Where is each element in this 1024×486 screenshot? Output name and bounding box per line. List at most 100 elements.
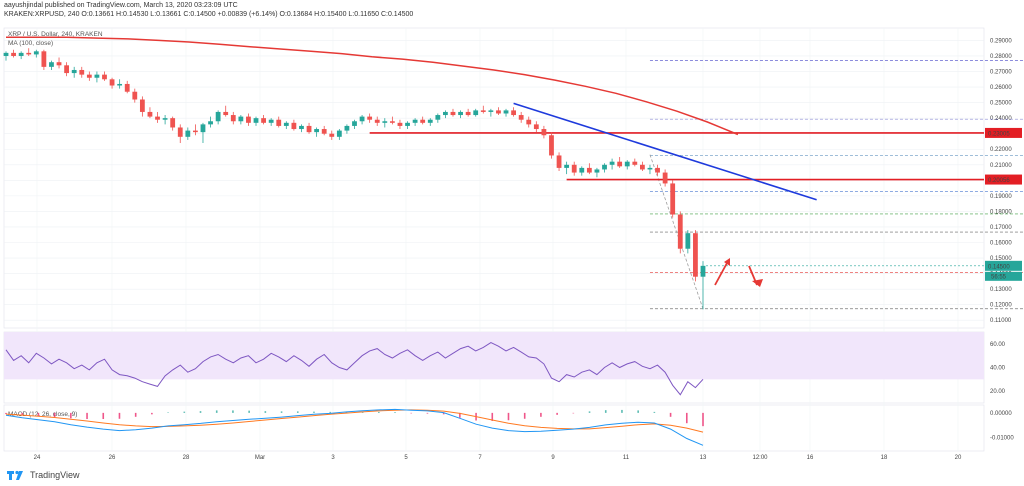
macd-histogram-bar <box>102 412 105 420</box>
candle-body <box>185 130 191 137</box>
candle-body <box>49 62 54 67</box>
candle-body <box>382 121 388 123</box>
candle-body <box>397 122 403 126</box>
candle-body <box>268 119 274 123</box>
current-price-label: 0.14500 <box>988 264 1010 270</box>
time-tick-label: 20 <box>955 455 962 461</box>
candle-body <box>685 233 691 249</box>
time-tick-label: Mar <box>255 455 265 461</box>
macd-histogram-bar <box>53 412 56 418</box>
candle-body <box>639 164 645 170</box>
price-tick-label: 0.13000 <box>990 287 1012 293</box>
macd-histogram-bar <box>459 412 461 418</box>
candle-body <box>473 110 479 116</box>
candle-body <box>465 111 471 116</box>
candle-body <box>533 124 539 130</box>
candle-body <box>443 111 448 116</box>
time-tick-label: 18 <box>881 455 888 461</box>
candle-body <box>374 119 380 123</box>
price-tick-label: 0.12000 <box>990 303 1012 309</box>
current-price-tag <box>985 260 1022 271</box>
candle-body <box>655 167 660 173</box>
candle-body <box>132 91 138 100</box>
candle-body <box>193 130 198 133</box>
candle-body <box>624 161 630 167</box>
candle-body <box>117 83 123 86</box>
level-price-label: 0.20056 <box>988 178 1010 184</box>
macd-histogram-bar <box>199 411 202 413</box>
macd-histogram-bar <box>21 412 24 416</box>
candle-body <box>261 118 266 123</box>
candle-body <box>427 119 433 123</box>
macd-histogram-bar <box>491 412 494 421</box>
macd-tick-label: 0.00000 <box>990 411 1012 417</box>
price-tick-label: 0.11000 <box>990 318 1012 324</box>
macd-histogram-bar <box>523 412 526 419</box>
candle-body <box>314 129 320 133</box>
macd-signal-line <box>5 409 704 433</box>
candle-body <box>549 135 554 156</box>
macd-histogram-bar <box>215 410 218 413</box>
price-tick-label: 0.19000 <box>990 194 1012 200</box>
candle-body <box>223 111 229 116</box>
candle-body <box>102 74 107 80</box>
rsi-tick-label: 40.00 <box>990 366 1006 372</box>
macd-histogram-bar <box>572 412 575 414</box>
candle-body <box>306 125 312 133</box>
rsi-line <box>5 342 704 396</box>
macd-histogram-bar <box>540 412 542 417</box>
candle-body <box>238 116 244 122</box>
candle-body <box>670 183 676 215</box>
candle-body <box>420 119 426 123</box>
candle-body <box>147 111 153 117</box>
time-tick-label: 7 <box>478 455 482 461</box>
macd-line <box>5 408 704 446</box>
macd-histogram-bar <box>183 411 186 413</box>
level-price-label: 0.23005 <box>988 131 1010 137</box>
macd-histogram-bar <box>280 411 283 413</box>
time-tick-label: 26 <box>109 455 116 461</box>
projection-up-arrow <box>714 262 728 286</box>
candle-body <box>359 116 365 122</box>
candle-body <box>64 65 70 74</box>
time-tick-label: 3 <box>331 455 335 461</box>
chart-legend-title: XRP / U.S. Dollar, 240, KRAKEN <box>8 31 103 38</box>
rsi-band <box>4 332 984 380</box>
rsi-tick-label: 20.00 <box>990 389 1006 395</box>
candle-body <box>662 172 668 184</box>
macd-histogram-bar <box>556 412 558 415</box>
macd-histogram-bar <box>151 412 153 415</box>
candle-body <box>276 119 282 126</box>
price-tick-label: 0.18000 <box>990 209 1012 215</box>
candle-body <box>412 119 418 123</box>
time-tick-label: 16 <box>807 455 814 461</box>
symbol-ohlc-line: KRAKEN:XRPUSD, 240 O:0.13661 H:0.14530 L… <box>4 11 414 18</box>
price-tick-label: 0.28000 <box>990 54 1012 60</box>
candle-body <box>450 111 456 116</box>
candle-body <box>283 122 289 126</box>
candle-body <box>579 167 585 173</box>
candle-body <box>352 121 357 126</box>
candle-body <box>617 161 623 167</box>
time-tick-label: 12:00 <box>752 455 768 461</box>
candle-body <box>389 121 395 123</box>
macd-histogram-bar <box>621 409 623 413</box>
candle-body <box>321 129 327 134</box>
macd-histogram-bar <box>86 412 88 420</box>
macd-histogram-bar <box>232 410 234 413</box>
countdown-tag <box>985 271 1022 281</box>
price-tick-label: 0.27000 <box>990 70 1012 76</box>
macd-histogram-bar <box>118 412 121 419</box>
candle-body <box>3 52 9 56</box>
candle-body <box>79 69 85 75</box>
chart-legend-ma: MA (100, close) <box>8 40 53 47</box>
candle-body <box>11 52 16 56</box>
macd-histogram-bar <box>410 412 413 414</box>
macd-histogram-bar <box>134 412 137 417</box>
candle-body <box>458 111 463 116</box>
candle-body <box>208 121 213 125</box>
time-tick-label: 28 <box>183 455 190 461</box>
candle-body <box>94 74 100 78</box>
candle-body <box>488 110 494 112</box>
